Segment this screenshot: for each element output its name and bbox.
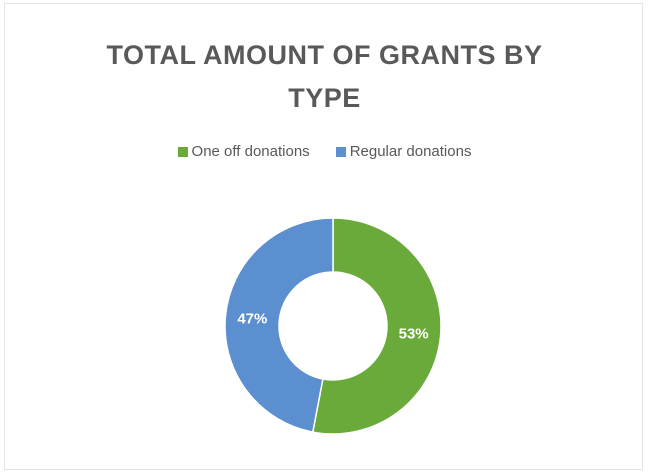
donut-slice-one-off — [311, 217, 442, 435]
legend-item-regular: Regular donations — [335, 143, 472, 160]
chart-title-line-2: TYPE — [288, 83, 361, 113]
legend-swatch-regular — [335, 146, 346, 157]
legend-label-regular: Regular donations — [349, 143, 472, 160]
chart-legend: One off donations Regular donations — [0, 143, 649, 160]
donut-slice-regular — [224, 217, 334, 433]
legend-item-one-off: One off donations — [177, 143, 310, 160]
legend-swatch-one-off — [177, 146, 188, 157]
chart-title: TOTAL AMOUNT OF GRANTS BY TYPE — [0, 34, 649, 120]
chart-title-line-1: TOTAL AMOUNT OF GRANTS BY — [106, 40, 543, 70]
data-label-one-off: 53% — [399, 326, 429, 343]
legend-label-one-off: One off donations — [191, 143, 310, 160]
data-label-regular: 47% — [237, 310, 267, 327]
